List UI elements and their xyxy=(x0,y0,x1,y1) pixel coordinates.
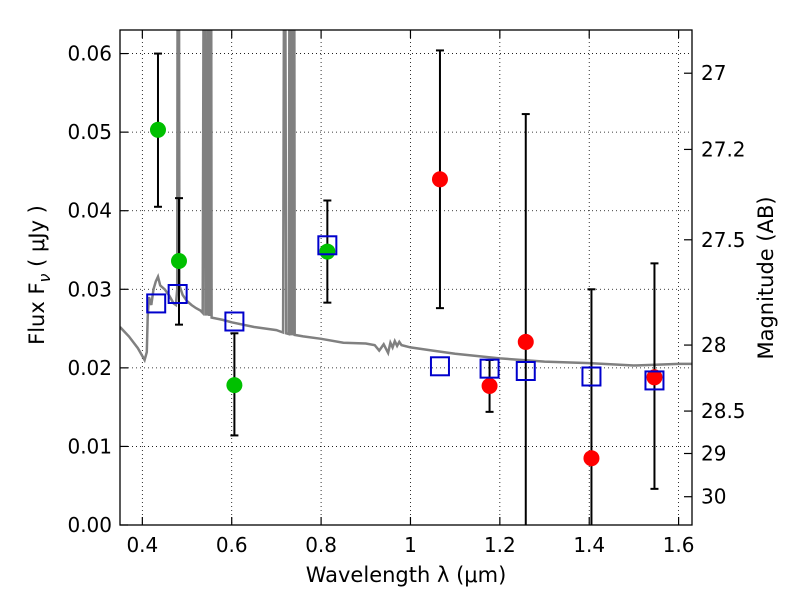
x-tick-label: 1.4 xyxy=(573,533,605,557)
y-tick-label: 0.04 xyxy=(67,199,112,223)
y-tick-label: 0.00 xyxy=(67,513,112,537)
data-point-circle xyxy=(481,377,498,394)
model-photometry-square xyxy=(581,366,602,387)
model-photometry-square xyxy=(515,361,536,381)
y-tick-label: 0.03 xyxy=(67,277,112,301)
x-tick-label: 0.6 xyxy=(216,533,248,557)
model-photometry-square xyxy=(479,358,500,379)
data-point-circle xyxy=(170,253,187,269)
tick-labels-layer: 0.4 0.6 0.8 1 1.2 1.4 1.6 0.00 0.01 0.02 0.03 0.04 0… xyxy=(67,42,745,557)
plot-frame xyxy=(119,29,693,526)
model-spectrum-layer xyxy=(120,30,692,367)
model-photometry-square xyxy=(167,284,188,304)
x-tick-label: 0.4 xyxy=(126,533,158,557)
x-axis-title: Wavelength λ (μm) xyxy=(306,563,507,587)
markers-layer xyxy=(146,121,665,467)
model-photometry-square xyxy=(429,356,450,377)
model-photometry-square xyxy=(644,370,665,391)
ticks-layer xyxy=(120,30,692,526)
x-tick-label: 1.2 xyxy=(484,533,516,557)
mag-tick-label: 27.5 xyxy=(701,228,746,252)
error-bars-layer xyxy=(153,49,659,525)
mag-tick-label: 29 xyxy=(701,442,726,466)
mag-tick-label: 28.5 xyxy=(701,399,746,423)
x-tick-label: 1.6 xyxy=(663,533,695,557)
data-point-circle xyxy=(431,171,448,188)
mag-tick-label: 28 xyxy=(701,333,726,357)
model-photometry-square xyxy=(224,311,245,332)
mag-tick-label: 30 xyxy=(701,485,726,509)
data-point-circle xyxy=(517,333,534,350)
x-tick-label: 1 xyxy=(404,533,417,557)
mag-tick-label: 27.2 xyxy=(701,137,746,161)
data-point-circle xyxy=(646,369,663,386)
y-tick-label: 0.02 xyxy=(67,356,112,380)
model-photometry-square xyxy=(317,235,338,256)
data-point-circle xyxy=(226,377,243,394)
y-tick-label: 0.05 xyxy=(67,120,112,144)
y-tick-label: 0.06 xyxy=(67,42,112,66)
data-point-circle xyxy=(583,450,600,467)
y2-axis-title: Magnitude (AB) xyxy=(754,196,778,359)
x-tick-label: 0.8 xyxy=(305,533,337,557)
data-point-circle xyxy=(319,243,336,260)
y-tick-label: 0.01 xyxy=(67,434,112,458)
mag-tick-label: 27 xyxy=(701,61,726,85)
y-axis-title: Flux Fν ( μJy ) xyxy=(25,205,54,345)
model-spectrum-line xyxy=(120,30,692,367)
model-photometry-square xyxy=(146,293,167,314)
data-point-circle xyxy=(149,121,166,138)
